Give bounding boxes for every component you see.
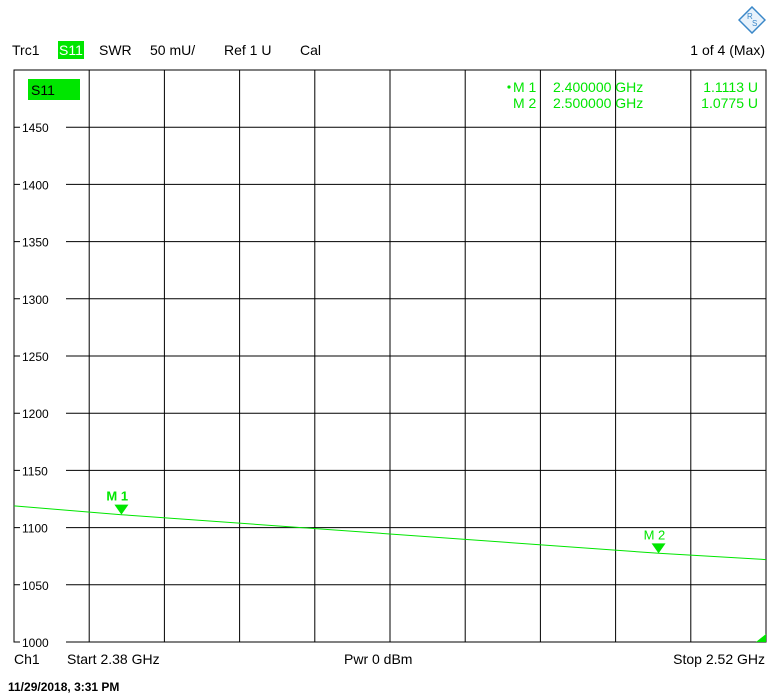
- scale-label: 50 mU/: [150, 42, 196, 58]
- y-tick-label-bg: [20, 119, 66, 136]
- y-tick-label: 1350: [22, 236, 49, 250]
- y-tick-label-bg: [20, 462, 66, 479]
- format-label: SWR: [99, 42, 132, 58]
- marker-triangle: [114, 504, 129, 515]
- channel-label: Ch1: [14, 651, 40, 667]
- marker-info-name: M 2: [513, 95, 537, 111]
- svg-text:R: R: [747, 12, 753, 21]
- window-label: 1 of 4 (Max): [690, 42, 765, 58]
- marker-info-frequency: 2.500000 GHz: [553, 95, 643, 111]
- y-tick-label: 1250: [22, 350, 49, 364]
- y-tick-label-bg: [20, 176, 66, 193]
- stop-frequency: Stop 2.52 GHz: [673, 651, 765, 667]
- y-tick-label-bg: [20, 576, 66, 593]
- y-tick-label: 1450: [22, 121, 49, 135]
- y-tick-label: 1000: [22, 636, 49, 650]
- trace-label: Trc1: [12, 42, 40, 58]
- calibration-label: Cal: [300, 42, 322, 58]
- y-tick-label-bg: [20, 519, 66, 536]
- trace-end-indicator: [756, 634, 766, 642]
- marker-info-name: M 1: [513, 79, 537, 95]
- y-tick-label: 1200: [22, 407, 49, 421]
- marker-info-frequency: 2.400000 GHz: [553, 79, 643, 95]
- start-frequency: Start 2.38 GHz: [67, 651, 160, 667]
- y-tick-label-bg: [20, 405, 66, 422]
- parameter-label: S11: [58, 41, 84, 59]
- trace-line: [13, 505, 767, 561]
- marker-label: M 1: [106, 489, 128, 504]
- svg-text:S: S: [752, 19, 757, 28]
- marker-info-value: 1.1113 U: [703, 79, 758, 95]
- marker-triangle: [651, 543, 666, 554]
- power-label: Pwr 0 dBm: [344, 651, 413, 667]
- y-tick-label: 1050: [22, 579, 49, 593]
- y-tick-label-bg: [20, 348, 66, 364]
- trace-label-box-text: S11: [31, 82, 55, 98]
- marker-label: M 2: [644, 527, 666, 542]
- y-tick-label: 1150: [22, 464, 48, 478]
- trace-label-box: [28, 79, 80, 100]
- reference-label: Ref 1 U: [224, 42, 272, 58]
- y-tick-label-bg: [20, 290, 66, 307]
- active-marker-dot: [507, 85, 511, 89]
- y-tick-label: 1400: [22, 178, 49, 192]
- y-tick-label: 1100: [22, 522, 48, 536]
- y-tick-label-bg: [20, 634, 66, 650]
- marker-info-value: 1.0775 U: [701, 95, 758, 111]
- y-tick-label: 1300: [22, 293, 49, 307]
- y-tick-label-bg: [20, 233, 66, 250]
- rohde-schwarz-logo-icon: R S: [738, 6, 766, 34]
- timestamp: 11/29/2018, 3:31 PM: [8, 680, 120, 694]
